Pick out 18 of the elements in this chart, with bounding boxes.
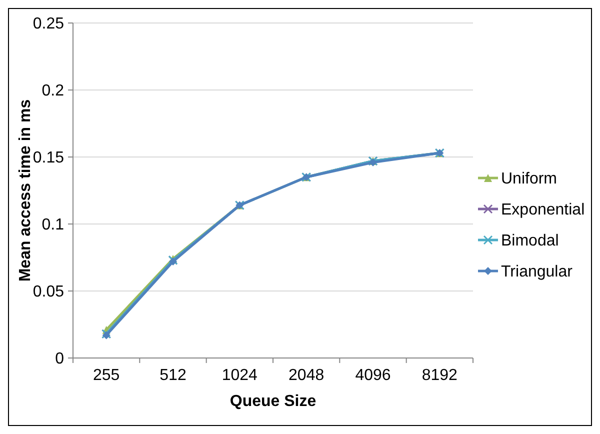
x-tick-label: 4096 — [355, 367, 391, 384]
y-tick-label: 0 — [55, 350, 64, 368]
x-tick-label: 255 — [92, 367, 120, 384]
x-tick-label: 8192 — [422, 367, 458, 384]
legend-label: Triangular — [501, 264, 574, 281]
x-tick-label: 1024 — [222, 367, 258, 384]
y-axis-title: Mean access time in ms — [17, 99, 34, 282]
y-tick-label: 0.15 — [32, 150, 64, 167]
legend-label: Bimodal — [501, 232, 559, 250]
y-tick-label: 0.05 — [32, 284, 64, 301]
legend-label: Uniform — [501, 170, 558, 188]
y-tick-label: 0.2 — [42, 82, 64, 100]
x-tick-label: 2048 — [288, 367, 324, 384]
y-tick-label: 0.25 — [32, 16, 64, 33]
x-tick-label: 512 — [160, 367, 186, 384]
y-tick-label: 0.1 — [42, 216, 64, 234]
x-axis-title: Queue Size — [230, 393, 316, 410]
legend-label: Exponential — [501, 202, 585, 219]
